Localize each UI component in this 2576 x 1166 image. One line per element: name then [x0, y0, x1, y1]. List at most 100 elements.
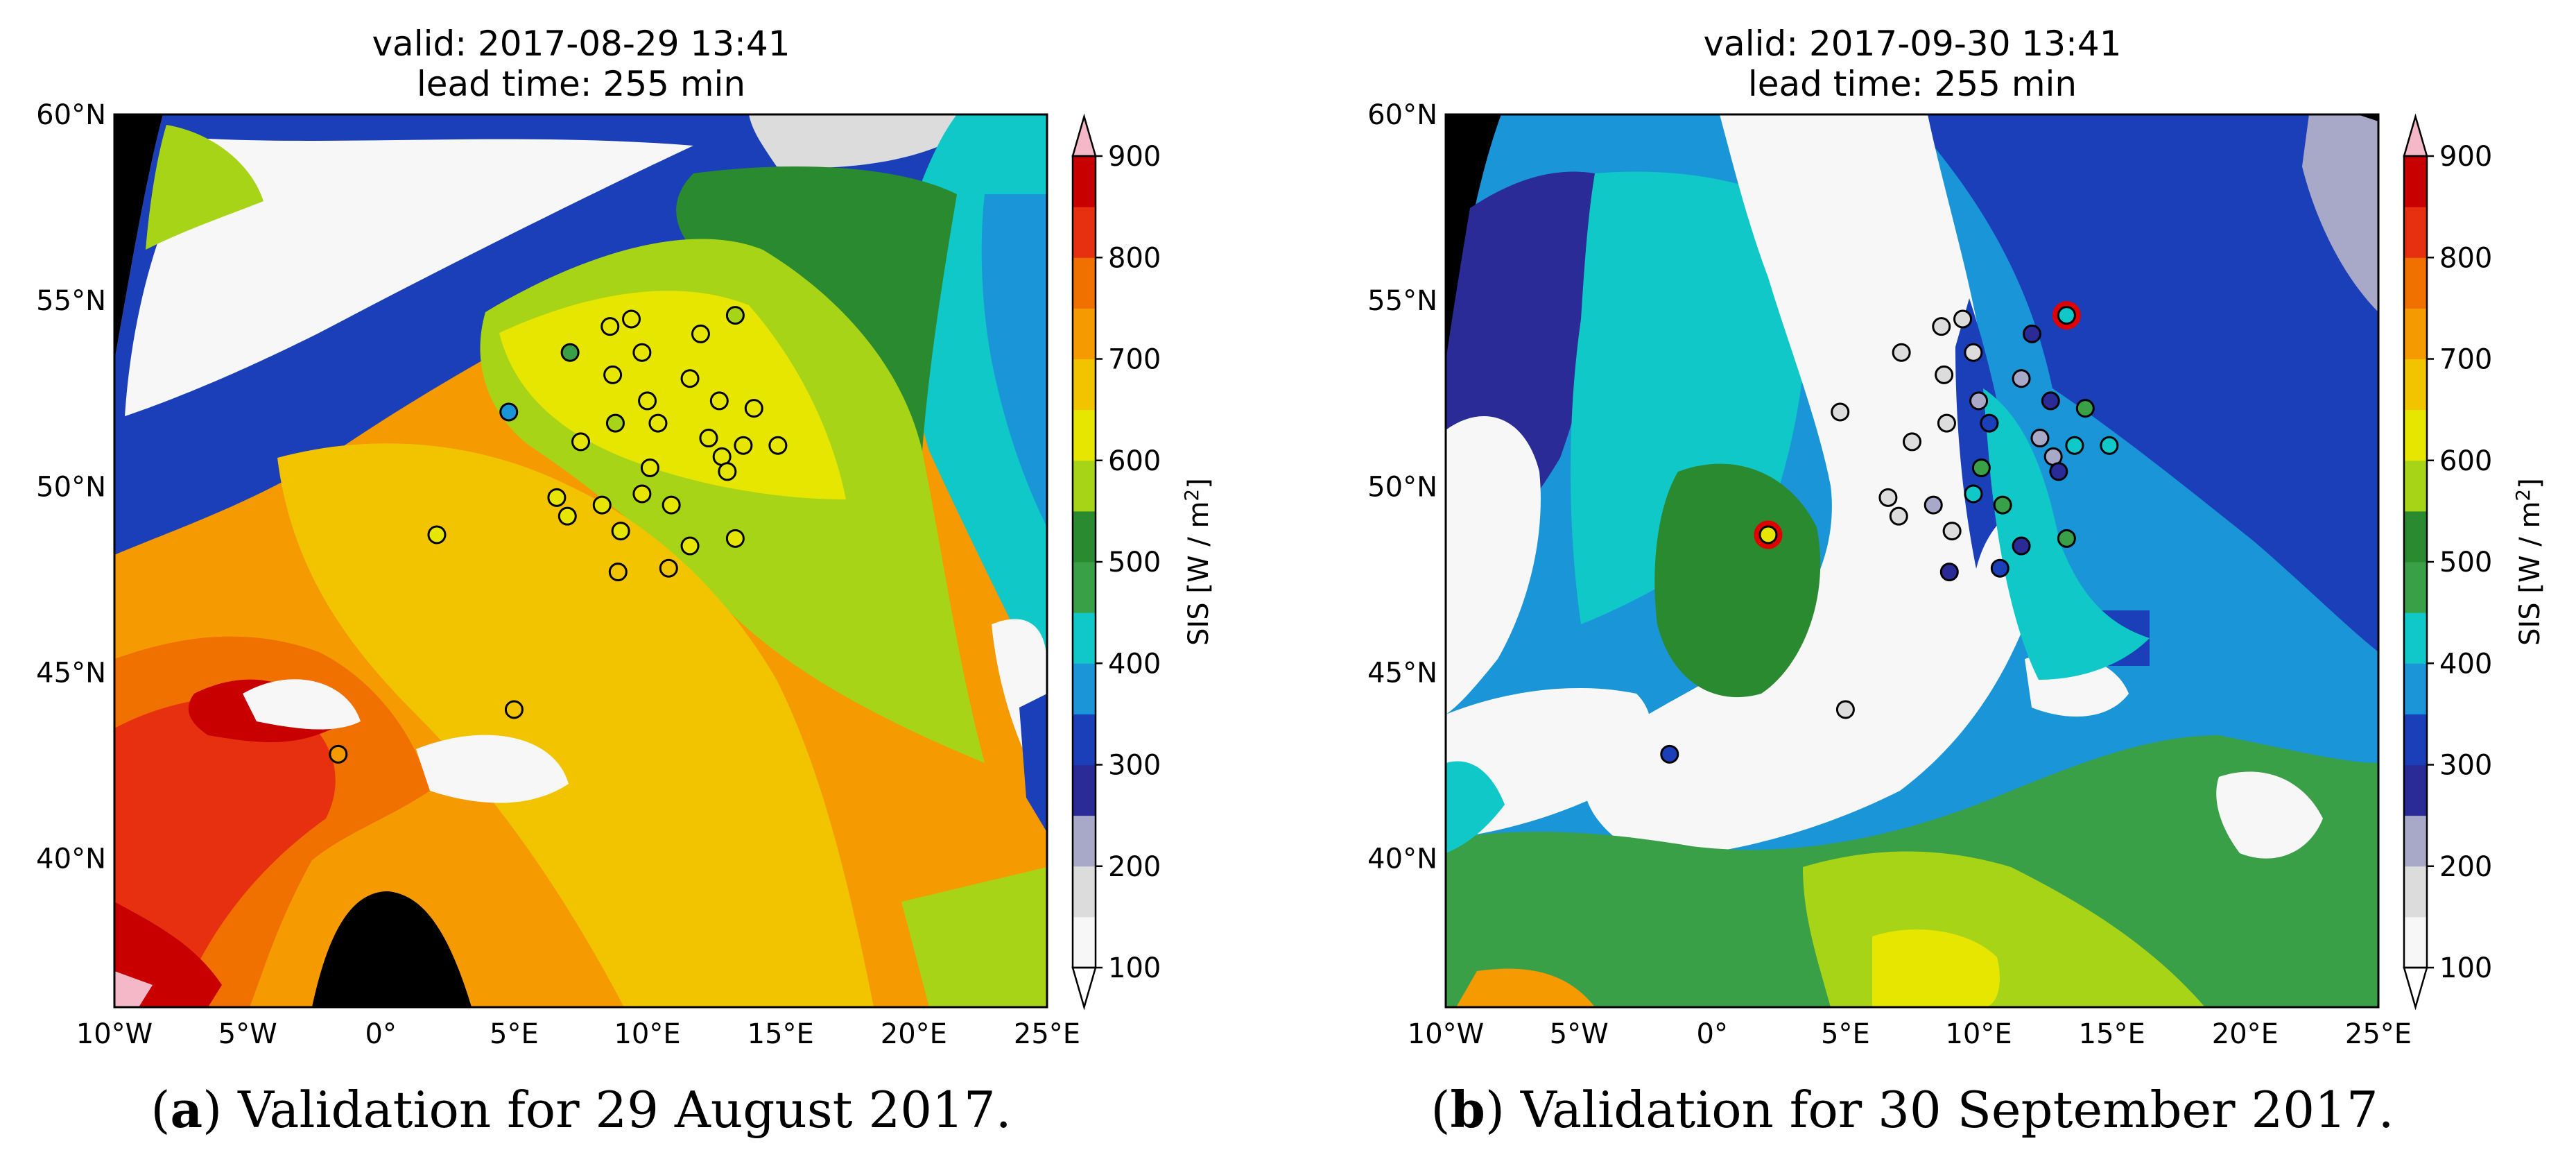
station-marker [1831, 402, 1850, 422]
station-marker [744, 399, 763, 418]
panel-b: valid: 2017-09-30 13:41 lead time: 255 m… [1367, 24, 2546, 1050]
station-marker [680, 369, 700, 388]
station-marker [560, 343, 580, 362]
panel-b-colorbar-extend-bottom [2403, 966, 2428, 1011]
colorbar-band [2404, 460, 2427, 512]
station-marker [1660, 744, 1679, 764]
station-marker [1964, 484, 1983, 504]
panel-a-x-tick-label: 10°E [614, 1018, 680, 1050]
colorbar-band [1073, 815, 1096, 867]
colorbar-tick-label: 200 [1108, 851, 1161, 883]
panel-a-shade [981, 194, 1047, 527]
colorbar-band [1073, 308, 1096, 359]
station-marker [622, 309, 641, 329]
station-marker [2022, 324, 2041, 343]
colorbar-tick-label: 400 [1108, 648, 1161, 680]
panel-a-x-tick-label: 0° [365, 1018, 397, 1050]
colorbar-tick-label: 300 [1108, 750, 1161, 782]
panel-b-colorbar-extend-top [2403, 113, 2428, 157]
colorbar-band [2404, 866, 2427, 918]
colorbar-band [2404, 308, 2427, 359]
station-marker [2057, 306, 2076, 325]
station-marker [718, 462, 737, 481]
colorbar-band [1073, 612, 1096, 664]
colorbar-band [2404, 562, 2427, 613]
panel-b-shade [1456, 968, 1595, 1007]
colorbar-band [1073, 562, 1096, 613]
station-marker [1993, 495, 2012, 515]
panel-a-y-tick-label: 55°N [36, 285, 106, 317]
panel-b-colorbar-ticks: 100 200 300 400 500 600 700 800 900 [2427, 141, 2492, 984]
panel-b-caption: (b) Validation for 30 September 2017. [1430, 1080, 2394, 1139]
station-marker [632, 343, 652, 362]
panel-b-colorbar-label: SIS [W / m2] [2512, 478, 2546, 646]
colorbar-band [2404, 207, 2427, 258]
station-marker [1935, 365, 1954, 384]
panel-a-map [114, 114, 1047, 1007]
station-marker [504, 700, 524, 719]
station-marker [2030, 429, 2050, 448]
station-marker [557, 506, 577, 526]
station-marker [2057, 529, 2076, 548]
colorbar-band [2404, 359, 2427, 411]
station-marker [592, 495, 612, 515]
panel-b-x-tick-label: 20°E [2212, 1018, 2279, 1050]
station-marker [709, 391, 729, 411]
station-marker [1980, 413, 1999, 433]
colorbar-band [2404, 511, 2427, 563]
station-marker [725, 529, 745, 548]
panel-b-shade [2052, 388, 2378, 763]
station-marker [329, 744, 348, 764]
panel-b-y-tick-label: 50°N [1367, 471, 1437, 503]
station-marker [2100, 436, 2119, 455]
panel-a-colorbar: 100 200 300 400 500 600 700 800 900 SIS [W / m2] [1071, 113, 1215, 1011]
station-marker [1758, 525, 1778, 545]
station-marker [1964, 343, 1983, 362]
station-marker [605, 413, 625, 433]
station-marker [1903, 432, 1921, 452]
station-marker [725, 306, 745, 325]
station-marker [680, 536, 700, 556]
colorbar-tick-label: 300 [2439, 750, 2492, 782]
panel-b-x-tick-label: 5°E [1821, 1018, 1870, 1050]
panel-a-x-tick-label: 20°E [881, 1018, 947, 1050]
station-marker [1953, 309, 1973, 329]
station-marker [499, 402, 519, 422]
panel-a-shade [114, 971, 153, 1007]
station-marker [768, 436, 788, 455]
panel-b-offdisk [2358, 114, 2378, 121]
station-highlight-ring [2052, 301, 2081, 330]
station-marker [1939, 563, 1959, 582]
colorbar-tick-label: 100 [1108, 952, 1161, 984]
colorbar-band [2404, 764, 2427, 816]
station-marker [1892, 343, 1911, 362]
panel-b-map [1446, 114, 2378, 1007]
colorbar-tick-label: 400 [2439, 648, 2492, 680]
station-marker [603, 365, 623, 384]
panel-b-stations [1660, 301, 2119, 764]
panel-b-x-tick-label: 10°W [1408, 1018, 1484, 1050]
panel-a-shade [243, 679, 361, 730]
station-marker [611, 522, 630, 541]
panel-a-shade [146, 125, 263, 250]
colorbar-band [1073, 460, 1096, 512]
panel-a-shade [749, 114, 985, 168]
colorbar-tick-label: 900 [2439, 141, 2492, 173]
panel-b-colorbar: 100 200 300 400 500 600 700 800 900 SIS [W / m2] [2403, 113, 2546, 1011]
colorbar-band [1073, 207, 1096, 258]
panel-b-x-tick-label: 10°E [1945, 1018, 2012, 1050]
panel-a-colorbar-label: SIS [W / m2] [1180, 478, 1215, 646]
station-marker [2065, 436, 2084, 455]
colorbar-band [2404, 409, 2427, 461]
panel-a-shade [114, 697, 336, 1007]
station-marker [662, 495, 681, 515]
colorbar-band [2404, 663, 2427, 714]
station-marker [1835, 700, 1855, 719]
panel-a-shade [901, 867, 1047, 1007]
panel-b-shade [1584, 114, 2025, 860]
colorbar-tick-label: 800 [1108, 242, 1161, 274]
panel-b-shade [1446, 416, 1541, 714]
station-highlight-ring [1754, 520, 1783, 549]
colorbar-tick-label: 500 [2439, 547, 2492, 578]
